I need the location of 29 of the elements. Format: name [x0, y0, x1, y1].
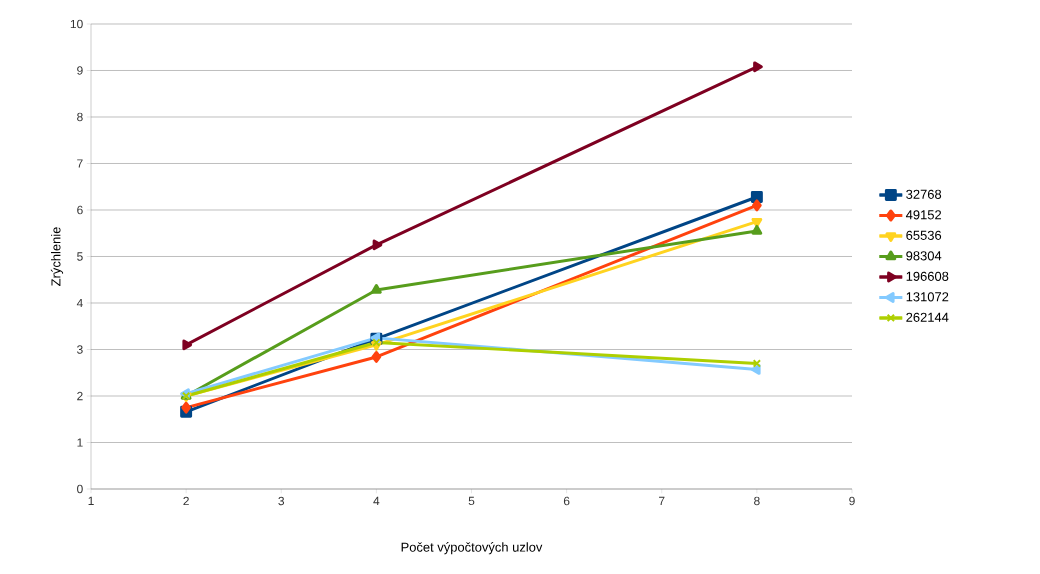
x-tick-label: 4 — [373, 496, 380, 505]
x-tick-label: 1 — [88, 496, 94, 505]
x-tick-label: 7 — [659, 496, 665, 505]
x-tick-label: 3 — [278, 496, 285, 506]
x-tick-label: 5 — [468, 496, 475, 506]
legend-label: 98304 — [906, 251, 942, 261]
y-tick-label: 2 — [77, 391, 83, 401]
x-tick-label: 6 — [563, 496, 570, 506]
y-tick-label: 6 — [77, 205, 83, 215]
y-tick-label: 5 — [77, 252, 83, 261]
y-tick-label: 0 — [77, 484, 83, 494]
x-tick-label: 9 — [849, 496, 855, 506]
legend-label: 131072 — [906, 292, 949, 302]
x-tick-label: 2 — [183, 496, 189, 506]
y-tick-label: 4 — [76, 298, 83, 308]
legend-label: 32768 — [906, 189, 942, 199]
y-tick-label: 8 — [77, 112, 83, 122]
x-axis-title: Počet výpočtových uzlov — [401, 542, 543, 555]
y-tick-label: 3 — [77, 345, 83, 354]
y-tick-label: 9 — [77, 66, 83, 75]
y-tick-label: 7 — [77, 159, 83, 168]
legend-label: 65536 — [906, 230, 942, 240]
legend-label: 196608 — [906, 271, 949, 281]
legend-label: 262144 — [906, 312, 949, 322]
y-axis-title: Zrýchlenie — [50, 227, 64, 286]
y-tick-label: 10 — [70, 19, 83, 29]
legend-label: 49152 — [905, 210, 942, 220]
y-tick-label: 1 — [77, 438, 83, 447]
x-tick-label: 8 — [754, 496, 760, 506]
